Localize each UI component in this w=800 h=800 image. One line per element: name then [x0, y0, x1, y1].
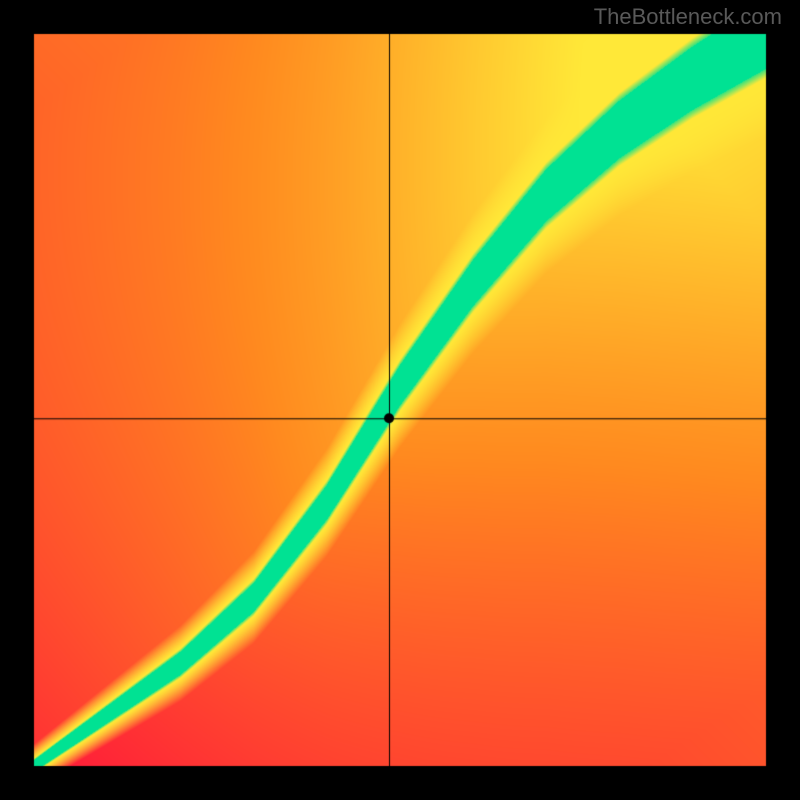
heatmap-canvas [0, 0, 800, 800]
watermark-text: TheBottleneck.com [594, 4, 782, 30]
chart-container: TheBottleneck.com [0, 0, 800, 800]
